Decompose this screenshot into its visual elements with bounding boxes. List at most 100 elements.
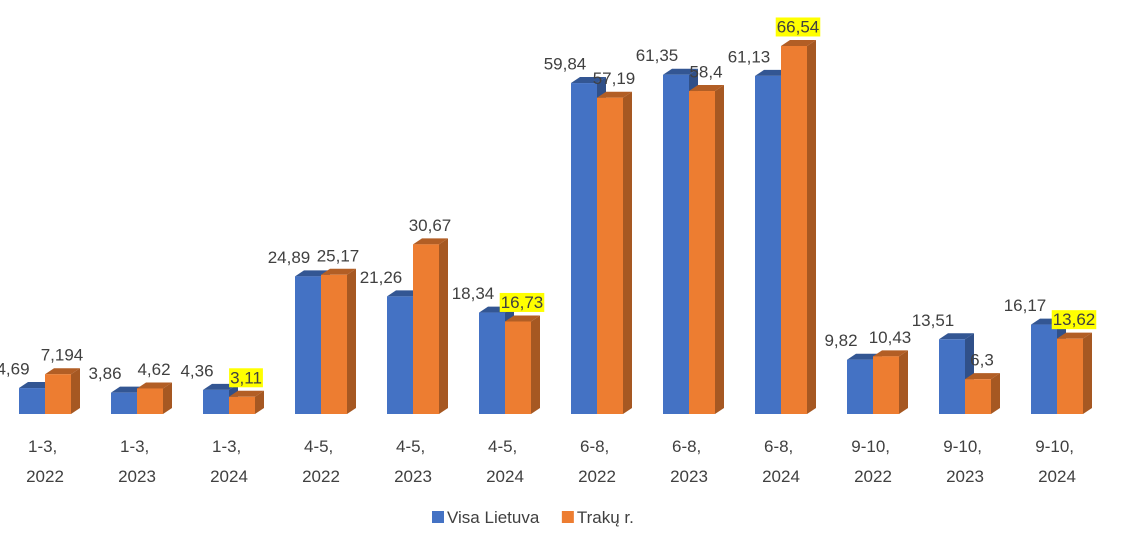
label-highlight [499, 292, 545, 312]
bar-side [1083, 332, 1092, 414]
bar-top [939, 333, 974, 340]
bar-front [663, 74, 689, 414]
bar-front [939, 339, 965, 414]
bar-top [321, 268, 356, 275]
bar-top [663, 68, 698, 75]
bar [597, 91, 632, 414]
x-tick-label: 6-8, 2022 [578, 437, 616, 486]
bar-side [347, 268, 356, 414]
bar-front [137, 388, 163, 414]
label-highlight [229, 368, 263, 388]
data-label: 13,62 [1053, 310, 1096, 329]
bar-top [45, 368, 80, 375]
bar-side [255, 390, 264, 414]
bar [321, 268, 356, 414]
data-label: 3,11 [230, 368, 262, 387]
x-tick-label: 9-10, 2022 [851, 437, 894, 486]
x-tick-label: 4-5, 2022 [302, 437, 340, 486]
data-label: 16,17 [1004, 296, 1047, 315]
data-label: 6,3 [970, 351, 994, 370]
bar-side [899, 350, 908, 414]
bar-front [321, 274, 347, 414]
label-highlight [775, 17, 821, 37]
x-tick-label: 1-3, 2024 [210, 437, 248, 486]
bar-front [965, 379, 991, 414]
bar-top [1057, 332, 1092, 339]
data-label: 4,69 [0, 360, 30, 379]
bar [45, 368, 80, 414]
data-label: 21,26 [360, 268, 403, 287]
bar [1057, 332, 1092, 414]
bar-front [229, 396, 255, 414]
legend-swatch [432, 511, 444, 523]
bar-side [623, 91, 632, 414]
x-tick-label: 4-5, 2024 [486, 437, 524, 486]
bar-front [413, 244, 439, 414]
bar-front [479, 312, 505, 414]
bar-top [137, 382, 172, 389]
bar-side [439, 238, 448, 414]
bar [689, 85, 724, 414]
bar-front [847, 359, 873, 414]
bar [965, 373, 1000, 414]
bar-top [413, 238, 448, 245]
bar-top [965, 373, 1000, 380]
bar-front [1057, 338, 1083, 414]
legend-label: Trakų r. [577, 508, 634, 527]
data-label: 66,54 [777, 17, 820, 36]
legend-label: Visa Lietuva [447, 508, 540, 527]
data-label: 10,43 [869, 328, 912, 347]
bar-front [873, 356, 899, 414]
bar-front [45, 374, 71, 414]
bar-top [229, 390, 264, 397]
bar-front [571, 83, 597, 414]
bar-front [689, 91, 715, 414]
bar-side [807, 40, 816, 414]
x-tick-label: 4-5, 2023 [394, 437, 432, 486]
bar-front [1031, 324, 1057, 414]
bar-top [505, 315, 540, 322]
bar-front [295, 276, 321, 414]
bar-side [163, 382, 172, 414]
bar [229, 390, 264, 414]
bar-side [991, 373, 1000, 414]
x-tick-label: 9-10, 2024 [1035, 437, 1078, 486]
label-highlight [1051, 310, 1097, 330]
bar-front [597, 97, 623, 414]
bar [413, 238, 448, 414]
bar-side [71, 368, 80, 414]
data-label: 59,84 [544, 55, 587, 74]
data-label: 4,36 [180, 361, 213, 380]
data-label: 24,89 [268, 248, 311, 267]
x-tick-label: 9-10, 2023 [943, 437, 986, 486]
x-tick-label: 6-8, 2024 [762, 437, 800, 486]
bar-top [873, 350, 908, 357]
bar-top [597, 91, 632, 98]
bar-front [505, 321, 531, 414]
data-label: 18,34 [452, 284, 495, 303]
bar-front [203, 389, 229, 414]
x-tick-label: 1-3, 2022 [26, 437, 64, 486]
data-label: 58,4 [689, 63, 722, 82]
bar-front [19, 388, 45, 414]
data-label: 61,13 [728, 47, 771, 66]
bar-top [571, 77, 606, 84]
bar-front [111, 392, 137, 414]
bar-top [689, 85, 724, 92]
bar [873, 350, 908, 414]
data-label: 61,35 [636, 46, 679, 65]
data-label: 30,67 [409, 216, 452, 235]
x-tick-label: 6-8, 2023 [670, 437, 708, 486]
data-label: 3,86 [88, 364, 121, 383]
bar [505, 315, 540, 414]
data-label: 7,194 [41, 346, 84, 365]
bar-front [781, 46, 807, 414]
bar-top [781, 40, 816, 46]
bar [137, 382, 172, 414]
legend-swatch [561, 511, 574, 523]
data-label: 13,51 [912, 311, 955, 330]
x-tick-label: 1-3, 2023 [118, 437, 156, 486]
bar-side [715, 85, 724, 414]
bar [781, 40, 816, 414]
